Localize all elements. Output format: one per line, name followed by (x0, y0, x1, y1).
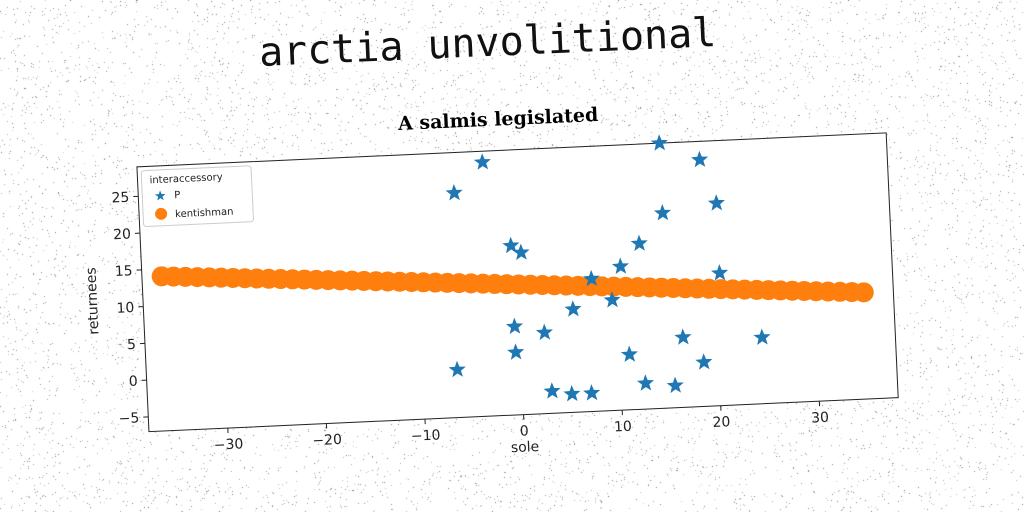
x-tick-label: 10 (614, 419, 633, 436)
chart-title: A salmis legislated (397, 104, 599, 135)
x-tick-label: 0 (520, 423, 530, 439)
x-tick-label: −20 (312, 432, 342, 449)
x-tick-label: −10 (411, 427, 441, 444)
y-tick-label: 5 (127, 337, 137, 353)
y-tick-label: 25 (111, 190, 130, 207)
x-tick-label: −30 (213, 436, 243, 453)
y-tick-label: −5 (118, 410, 139, 427)
x-tick-label: 20 (712, 414, 731, 431)
y-tick-label: 0 (128, 374, 138, 390)
y-tick-label: 20 (113, 227, 132, 244)
legend-label-p: P (174, 190, 181, 201)
y-tick-label: 10 (116, 300, 135, 317)
x-axis-label: sole (511, 439, 540, 456)
legend: interaccessory P kentishman (141, 166, 253, 227)
y-tick-label: 15 (114, 263, 133, 280)
y-axis-label: returnees (83, 267, 102, 335)
x-tick-label: 30 (811, 410, 830, 427)
